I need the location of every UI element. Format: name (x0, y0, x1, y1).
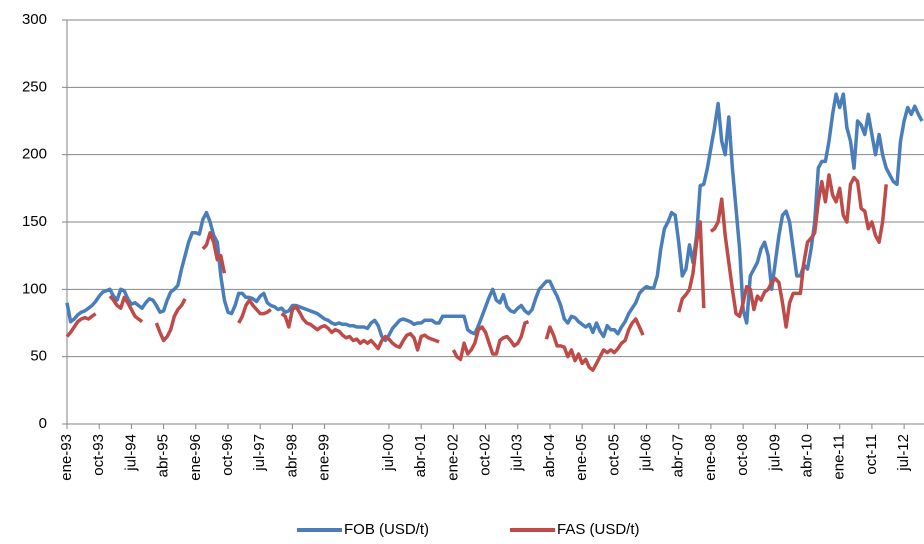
x-tick-label: jul-06 (638, 434, 655, 472)
x-tick-label: ene-02 (444, 434, 461, 481)
x-tick-label: ene-99 (316, 434, 333, 481)
x-tick-label: abr-10 (798, 434, 815, 477)
x-tick-label: abr-01 (412, 434, 429, 477)
x-tick-label: oct-08 (734, 434, 751, 476)
x-tick-label: jul-03 (509, 434, 526, 472)
series-line (65, 92, 924, 343)
x-tick-label: jul-09 (766, 434, 783, 472)
x-tick-label: abr-04 (541, 434, 558, 477)
x-tick-label: abr-95 (155, 434, 172, 477)
x-tick-label: jul-97 (251, 434, 268, 472)
series-line (65, 173, 888, 372)
x-tick-label: abr-98 (283, 434, 300, 477)
x-tick-label: ene-05 (573, 434, 590, 481)
x-tick-label: oct-11 (863, 434, 880, 475)
x-tick-label: oct-02 (477, 434, 494, 476)
y-tick-label: 100 (22, 280, 47, 297)
x-tick-label: ene-11 (831, 434, 848, 480)
x-tick-label: jul-94 (122, 434, 139, 472)
y-tick-label: 200 (22, 146, 47, 163)
x-tick-label: oct-96 (219, 434, 236, 476)
y-tick-label: 300 (22, 11, 47, 28)
x-tick-label: abr-07 (670, 434, 687, 477)
legend-label: FAS (USD/t) (557, 521, 640, 538)
y-tick-label: 0 (39, 415, 47, 432)
legend-label: FOB (USD/t) (344, 521, 429, 538)
x-tick-label: ene-93 (58, 434, 75, 481)
x-tick-label: oct-05 (605, 434, 622, 476)
y-tick-label: 250 (22, 78, 47, 95)
x-tick-label: jul-00 (380, 434, 397, 472)
y-tick-label: 150 (22, 213, 47, 230)
x-tick-label: ene-96 (187, 434, 204, 481)
x-tick-label: ene-08 (702, 434, 719, 481)
x-tick-label: jul-12 (895, 434, 912, 472)
x-tick-label: oct-93 (90, 434, 107, 476)
y-tick-label: 50 (30, 348, 47, 365)
